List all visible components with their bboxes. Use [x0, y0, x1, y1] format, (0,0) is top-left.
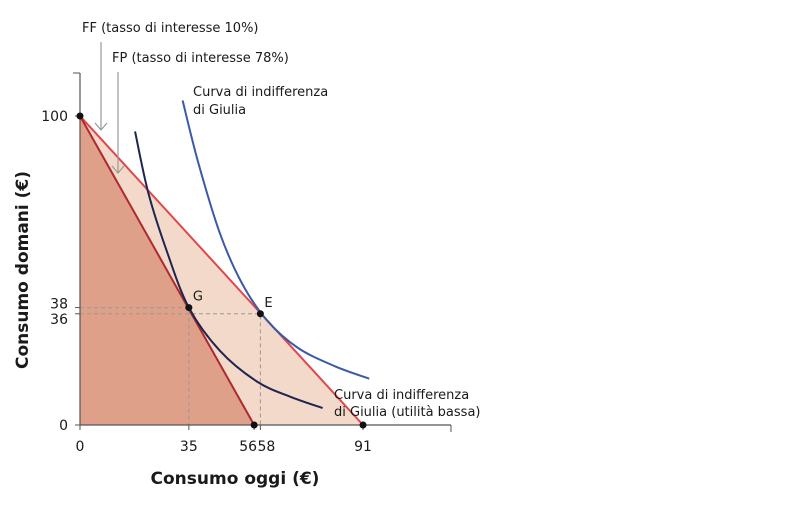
fp-arrowhead-icon: [111, 165, 125, 174]
indifference-curve-high-label: di Giulia: [193, 103, 246, 118]
y-tick-label: 100: [41, 109, 68, 125]
ff-arrowhead-icon: [94, 122, 108, 131]
x-axis-label: Consumo oggi (€): [151, 469, 320, 489]
x-tick-label: 91: [354, 439, 372, 455]
point-E: [256, 310, 264, 318]
guide-line-1: [80, 313, 261, 425]
point-marker: [76, 112, 84, 120]
point-G: [185, 304, 193, 312]
y-tick-label: 36: [50, 312, 68, 328]
indifference-curve-low-label: Curva di indifferenza: [334, 388, 469, 403]
y-tick-label: 38: [50, 297, 68, 313]
fp-label: FP (tasso di interesse 78%): [112, 51, 289, 66]
x-tick-label: 56: [239, 439, 257, 455]
point-marker: [250, 421, 258, 429]
y-axis-label: Consumo domani (€): [13, 171, 33, 369]
y-tick-label: 0: [59, 418, 68, 434]
x-tick-label: 58: [257, 439, 275, 455]
fp-line: [79, 115, 256, 426]
ff-line: [79, 115, 364, 426]
indifference-curve-high: [181, 100, 370, 380]
point-label: E: [264, 296, 272, 311]
x-tick-label: 0: [76, 439, 85, 455]
x-tick-label: 35: [180, 439, 198, 455]
ff-label: FF (tasso di interesse 10%): [82, 21, 259, 36]
point-label: G: [193, 290, 203, 305]
indifference-curve-high-label: Curva di indifferenza: [193, 85, 328, 100]
indifference-curve-low: [134, 131, 323, 409]
indifference-curve-low-label: di Giulia (utilità bassa): [334, 405, 481, 420]
point-marker: [359, 421, 367, 429]
